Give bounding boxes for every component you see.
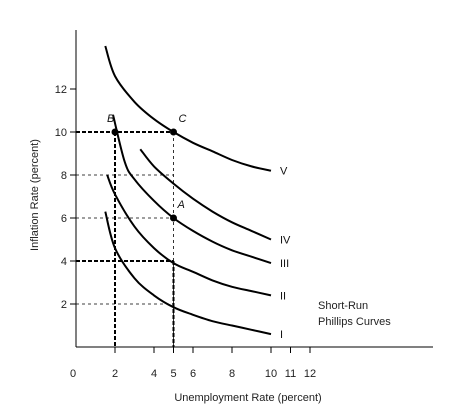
ticks: 0 2 4 5 6 8 10 11 12 2 4 6 8 10 12 xyxy=(55,84,316,380)
points: B C A xyxy=(107,113,187,222)
annotation-line-1: Short-Run xyxy=(318,300,368,312)
curve-label-I: I xyxy=(280,329,283,341)
annotation-line-2: Phillips Curves xyxy=(318,316,391,328)
point-label-C: C xyxy=(179,113,187,125)
y-axis-title: Inflation Rate (percent) xyxy=(29,139,41,251)
x-tick-label-5: 5 xyxy=(170,368,176,380)
y-tick-label-4: 4 xyxy=(61,256,67,268)
y-tick-label-6: 6 xyxy=(61,213,67,225)
x-tick-label-11: 11 xyxy=(285,368,296,380)
point-C xyxy=(170,128,177,136)
guide-lines xyxy=(76,131,175,347)
point-A xyxy=(170,214,177,222)
curve-II xyxy=(106,174,272,297)
curve-III xyxy=(112,114,272,265)
y-tick-label-12: 12 xyxy=(55,84,67,96)
point-label-A: A xyxy=(177,199,185,211)
curve-label-II: II xyxy=(280,290,286,302)
curve-label-V: V xyxy=(280,166,288,178)
curve-label-III: III xyxy=(280,258,289,270)
y-tick-label-2: 2 xyxy=(61,299,67,311)
curve-IV xyxy=(139,148,272,241)
x-tick-label-12: 12 xyxy=(304,368,316,380)
point-B xyxy=(111,128,119,136)
y-tick-label-10: 10 xyxy=(55,127,67,139)
y-tick-label-8: 8 xyxy=(61,170,67,182)
point-label-B: B xyxy=(107,113,114,125)
x-axis-title: Unemployment Rate (percent) xyxy=(174,392,321,404)
axes xyxy=(75,30,433,348)
curve-label-IV: IV xyxy=(280,235,291,247)
x-tick-label-0: 0 xyxy=(70,368,76,380)
phillips-curves xyxy=(104,45,272,336)
x-tick-label-6: 6 xyxy=(190,368,196,380)
x-tick-label-10: 10 xyxy=(265,368,277,380)
x-tick-label-2: 2 xyxy=(112,368,118,380)
x-tick-label-4: 4 xyxy=(151,368,157,380)
curve-I xyxy=(104,211,272,336)
curve-V xyxy=(104,45,272,172)
x-tick-label-8: 8 xyxy=(229,368,235,380)
